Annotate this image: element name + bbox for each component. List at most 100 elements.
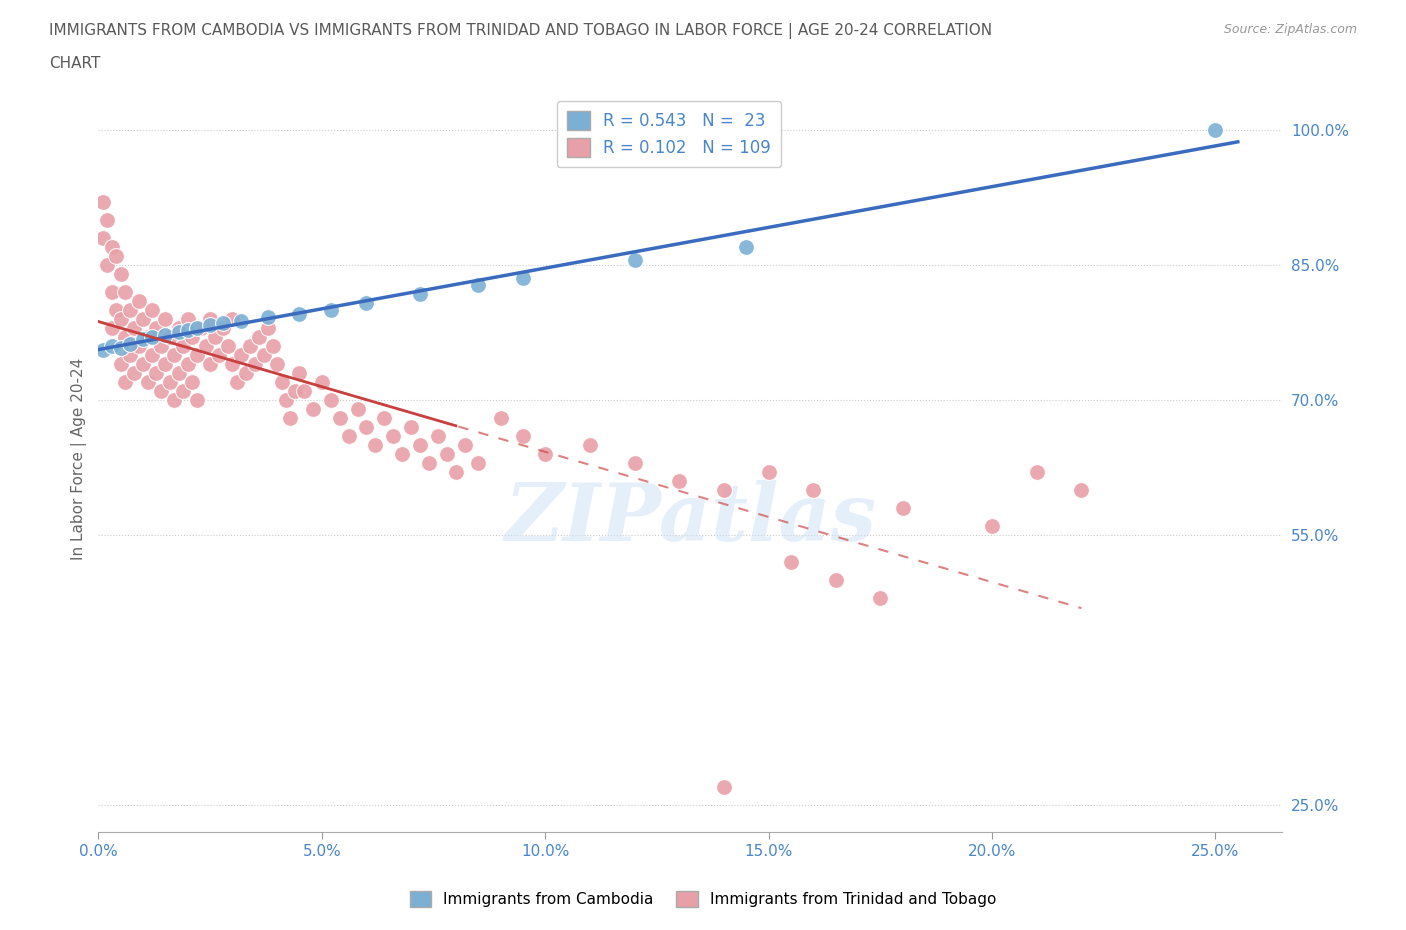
Point [105, 302, 128, 317]
Point [167, 325, 190, 339]
Point [128, 339, 150, 353]
Point [91, 231, 114, 246]
Point [136, 375, 159, 390]
Point [981, 519, 1004, 534]
Legend: R = 0.543   N =  23, R = 0.102   N = 109: R = 0.543 N = 23, R = 0.102 N = 109 [557, 100, 782, 167]
Point [198, 318, 221, 333]
Point [436, 446, 458, 461]
Point [235, 365, 257, 380]
Point [346, 402, 368, 417]
Point [91, 343, 114, 358]
Point [274, 392, 297, 407]
Point [198, 312, 221, 326]
Point [239, 339, 262, 353]
Point [110, 356, 132, 371]
Point [132, 331, 155, 346]
Point [177, 312, 200, 326]
Point [467, 277, 489, 292]
Point [356, 419, 378, 434]
Point [735, 239, 758, 254]
Point [1025, 465, 1047, 480]
Point [231, 313, 253, 328]
Point [891, 500, 914, 515]
Point [96, 258, 118, 272]
Point [163, 392, 186, 407]
Point [270, 375, 292, 390]
Point [280, 411, 302, 426]
Point [247, 329, 270, 344]
Point [1070, 483, 1092, 498]
Point [145, 365, 167, 380]
Point [801, 483, 824, 498]
Point [96, 212, 118, 227]
Point [623, 253, 645, 268]
Point [391, 446, 413, 461]
Point [163, 348, 186, 363]
Point [231, 348, 253, 363]
Text: ZIPatlas: ZIPatlas [505, 480, 876, 557]
Point [824, 573, 846, 588]
Point [426, 429, 449, 444]
Point [579, 438, 602, 453]
Point [467, 456, 489, 471]
Point [190, 321, 212, 336]
Point [399, 419, 422, 434]
Point [110, 267, 132, 282]
Point [177, 323, 200, 338]
Point [186, 392, 208, 407]
Point [155, 327, 177, 342]
Point [136, 329, 159, 344]
Point [364, 438, 387, 453]
Point [288, 365, 311, 380]
Point [167, 321, 190, 336]
Point [141, 329, 163, 344]
Point [198, 356, 221, 371]
Point [159, 375, 181, 390]
Point [243, 356, 266, 371]
Point [444, 465, 467, 480]
Point [100, 285, 122, 299]
Point [100, 239, 122, 254]
Point [266, 356, 288, 371]
Point [337, 429, 360, 444]
Point [1204, 123, 1226, 138]
Point [100, 321, 122, 336]
Point [409, 286, 432, 301]
Point [668, 473, 690, 488]
Point [181, 329, 204, 344]
Point [132, 356, 155, 371]
Point [212, 321, 235, 336]
Point [172, 339, 194, 353]
Point [149, 383, 172, 398]
Point [114, 329, 136, 344]
Point [780, 554, 803, 569]
Point [167, 365, 190, 380]
Point [253, 348, 276, 363]
Point [118, 337, 141, 352]
Text: IMMIGRANTS FROM CAMBODIA VS IMMIGRANTS FROM TRINIDAD AND TOBAGO IN LABOR FORCE |: IMMIGRANTS FROM CAMBODIA VS IMMIGRANTS F… [49, 23, 993, 39]
Point [221, 356, 243, 371]
Point [262, 339, 284, 353]
Point [155, 356, 177, 371]
Point [329, 411, 352, 426]
Point [869, 591, 891, 605]
Point [110, 312, 132, 326]
Point [110, 340, 132, 355]
Point [141, 302, 163, 317]
Point [489, 411, 512, 426]
Point [512, 270, 534, 285]
Point [100, 339, 122, 353]
Point [319, 302, 342, 317]
Point [418, 456, 440, 471]
Point [155, 312, 177, 326]
Point [409, 438, 432, 453]
Point [194, 339, 217, 353]
Point [302, 402, 325, 417]
Point [356, 296, 378, 311]
Point [159, 329, 181, 344]
Point [758, 465, 780, 480]
Point [288, 306, 311, 321]
Point [217, 339, 239, 353]
Point [713, 483, 735, 498]
Point [91, 194, 114, 209]
